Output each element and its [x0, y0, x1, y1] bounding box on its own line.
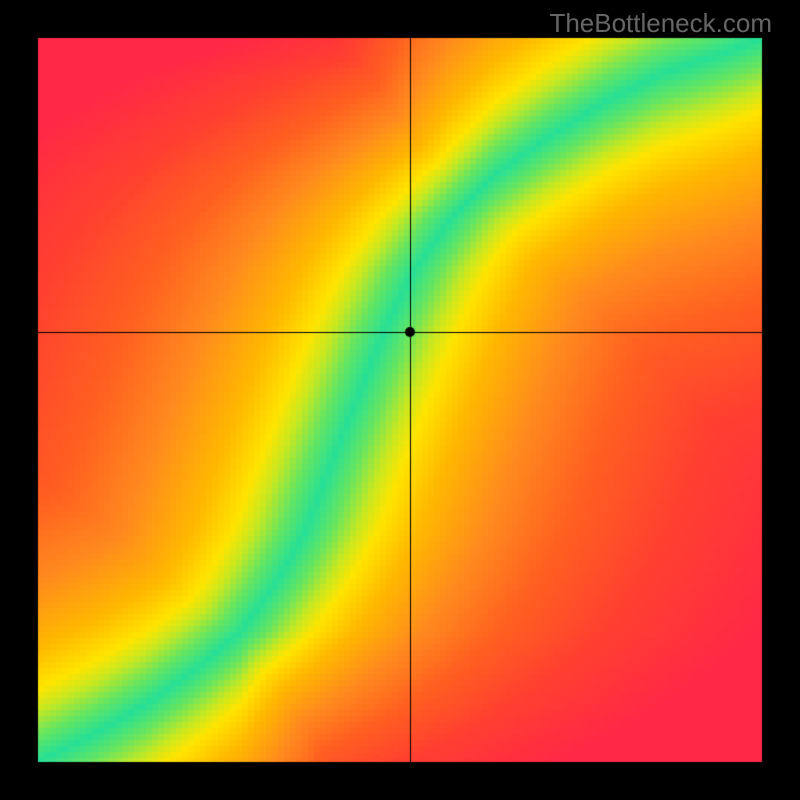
- heatmap-canvas: [0, 0, 800, 800]
- bottleneck-chart: TheBottleneck.com: [0, 0, 800, 800]
- watermark-text: TheBottleneck.com: [549, 8, 772, 39]
